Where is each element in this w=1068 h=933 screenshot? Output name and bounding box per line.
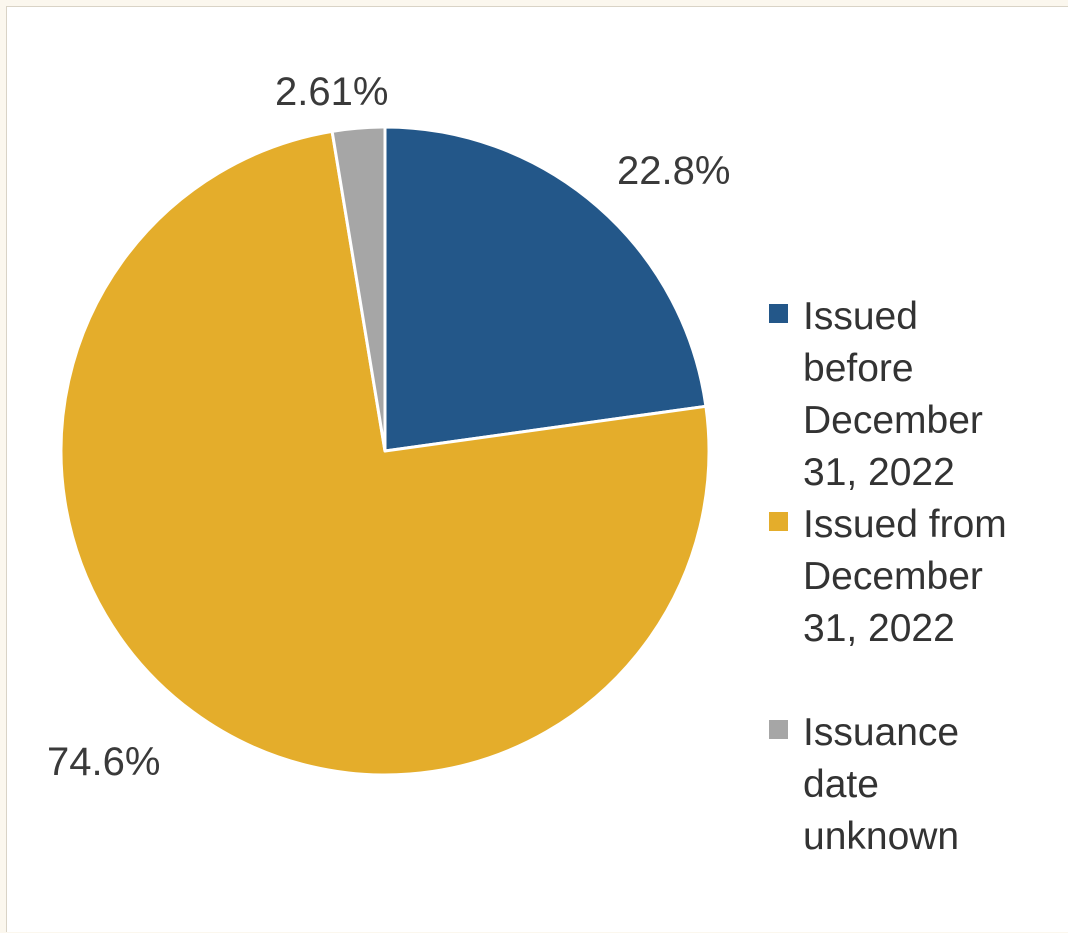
legend-label-line: 31, 2022 xyxy=(803,607,955,650)
legend-label-line: before xyxy=(803,347,914,390)
legend-label-line: Issued from xyxy=(803,503,1007,546)
legend-label-line: unknown xyxy=(803,815,960,858)
legend-entry-date-unknown: Issuance date unknown xyxy=(769,707,1068,863)
data-label-issued-before: 22.8% xyxy=(617,149,730,193)
legend-label-line: 31, 2022 xyxy=(803,451,955,494)
legend-label-line: Issued xyxy=(803,295,918,338)
legend-label-line: December xyxy=(803,555,983,598)
legend-entry-issued-before: Issued before December 31, 2022 xyxy=(769,291,1068,499)
pie-slice-issued-from xyxy=(59,129,711,777)
pie-chart: 22.8% 74.6% 2.61% xyxy=(47,70,730,784)
chart-frame: 22.8% 74.6% 2.61% Issued before December… xyxy=(6,6,1068,932)
data-label-date-unknown: 2.61% xyxy=(275,70,388,114)
legend-swatch-date-unknown xyxy=(769,720,788,739)
pie-slice-date-unknown xyxy=(330,125,387,453)
legend-entry-issued-from: Issued from December 31, 2022 xyxy=(769,499,1068,655)
data-label-issued-from: 74.6% xyxy=(47,740,160,784)
pie-slice-issued-before xyxy=(383,125,708,453)
legend-label-line: Issuance xyxy=(803,711,960,754)
legend-label-line: date xyxy=(803,763,879,806)
legend-swatch-issued-from xyxy=(769,512,788,531)
legend: Issued before December 31, 2022 Issued f… xyxy=(769,291,1068,863)
pie-slices xyxy=(59,125,711,777)
legend-swatch-issued-before xyxy=(769,304,788,323)
legend-label-line: December xyxy=(803,399,983,442)
